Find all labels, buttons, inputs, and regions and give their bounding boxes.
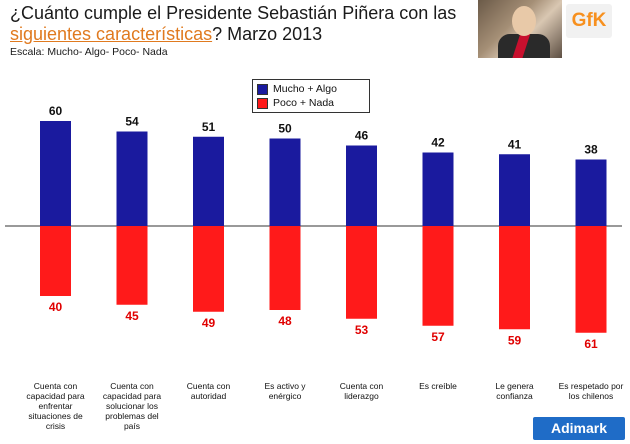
bar-poco-nada bbox=[116, 226, 148, 305]
category-label: Le genera confianza bbox=[495, 381, 534, 401]
bar-poco-nada bbox=[193, 226, 224, 312]
category-label: Es creíble bbox=[419, 381, 457, 391]
value-label-mucho-algo: 54 bbox=[125, 115, 139, 129]
category-label: Es respetado por los chilenos bbox=[559, 381, 624, 401]
value-label-poco-nada: 57 bbox=[431, 330, 445, 344]
legend: Mucho + Algo Poco + Nada bbox=[252, 79, 370, 113]
bar-mucho-algo bbox=[193, 136, 224, 226]
value-label-poco-nada: 48 bbox=[278, 314, 292, 328]
bar-mucho-algo bbox=[40, 121, 71, 226]
legend-swatch-poco-nada bbox=[257, 97, 268, 109]
value-label-mucho-algo: 60 bbox=[49, 104, 63, 118]
gfk-logo: GfK bbox=[566, 4, 612, 38]
bar-poco-nada bbox=[499, 226, 530, 330]
value-label-mucho-algo: 41 bbox=[508, 137, 522, 151]
category-label: Cuenta con capacidad para solucionar los pr… bbox=[103, 381, 161, 431]
value-label-poco-nada: 49 bbox=[202, 316, 216, 330]
title-part1: ¿Cuánto cumple el Presidente Sebastián P… bbox=[10, 3, 457, 23]
bar-mucho-algo bbox=[575, 159, 607, 226]
value-label-poco-nada: 53 bbox=[355, 323, 369, 337]
photo-face bbox=[512, 6, 536, 36]
bar-mucho-algo bbox=[346, 145, 377, 226]
category-labels-group: Cuenta con capacidad para enfrentar situaci… bbox=[26, 381, 623, 431]
value-label-mucho-algo: 38 bbox=[584, 143, 598, 157]
legend-item-mucho-algo: Mucho + Algo bbox=[257, 82, 365, 96]
value-label-mucho-algo: 51 bbox=[202, 120, 216, 134]
legend-label-mucho-algo: Mucho + Algo bbox=[273, 83, 337, 95]
legend-item-poco-nada: Poco + Nada bbox=[257, 96, 365, 110]
bar-mucho-algo bbox=[499, 154, 530, 226]
value-labels-group: 60 40 54 45 51 49 50 48 46 53 42 57 41 59 38 61 bbox=[49, 104, 598, 351]
chart-title: ¿Cuánto cumple el Presidente Sebastián P… bbox=[10, 3, 475, 45]
value-label-mucho-algo: 42 bbox=[431, 136, 445, 150]
bars-group bbox=[40, 121, 607, 333]
category-label: Cuenta con autoridad bbox=[187, 381, 231, 401]
bar-poco-nada bbox=[575, 226, 607, 333]
adimark-logo: Adimark bbox=[533, 417, 625, 440]
value-label-poco-nada: 45 bbox=[125, 309, 139, 323]
category-label: Cuenta con liderazgo bbox=[340, 381, 384, 401]
legend-label-poco-nada: Poco + Nada bbox=[273, 97, 335, 109]
scale-subtitle: Escala: Mucho- Algo- Poco- Nada bbox=[10, 46, 168, 58]
title-part2: ? Marzo 2013 bbox=[212, 24, 323, 44]
bar-mucho-algo bbox=[422, 152, 454, 226]
bar-poco-nada bbox=[40, 226, 71, 296]
value-label-mucho-algo: 50 bbox=[278, 122, 292, 136]
value-label-poco-nada: 61 bbox=[584, 337, 598, 351]
president-photo bbox=[478, 0, 562, 58]
value-label-mucho-algo: 46 bbox=[355, 129, 369, 143]
title-highlight: siguientes características bbox=[10, 24, 213, 44]
bar-mucho-algo bbox=[116, 131, 148, 226]
bar-poco-nada bbox=[422, 226, 454, 326]
category-label: Es activo y enérgico bbox=[264, 381, 306, 401]
value-label-poco-nada: 40 bbox=[49, 300, 63, 314]
bar-poco-nada bbox=[269, 226, 301, 310]
bar-mucho-algo bbox=[269, 138, 301, 226]
value-label-poco-nada: 59 bbox=[508, 333, 522, 347]
category-label: Cuenta con capacidad para enfrentar situaci… bbox=[26, 381, 84, 431]
bar-poco-nada bbox=[346, 226, 377, 319]
legend-swatch-mucho-algo bbox=[257, 83, 268, 95]
